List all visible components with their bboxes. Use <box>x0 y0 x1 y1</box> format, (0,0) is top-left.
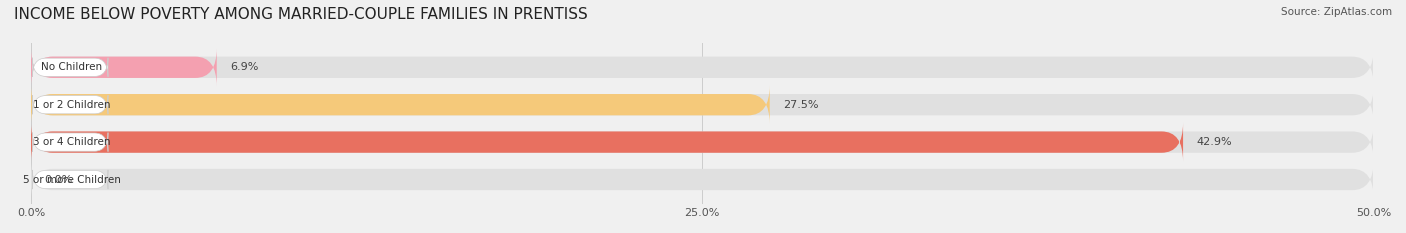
FancyBboxPatch shape <box>31 123 1374 161</box>
Text: 5 or more Children: 5 or more Children <box>22 175 121 185</box>
FancyBboxPatch shape <box>32 95 108 114</box>
Text: No Children: No Children <box>41 62 103 72</box>
Text: 27.5%: 27.5% <box>783 100 818 110</box>
FancyBboxPatch shape <box>32 170 108 189</box>
Text: 1 or 2 Children: 1 or 2 Children <box>32 100 110 110</box>
FancyBboxPatch shape <box>31 48 217 86</box>
FancyBboxPatch shape <box>31 123 1182 161</box>
FancyBboxPatch shape <box>31 160 1374 199</box>
Text: 42.9%: 42.9% <box>1197 137 1232 147</box>
FancyBboxPatch shape <box>31 86 769 124</box>
FancyBboxPatch shape <box>32 58 108 77</box>
Text: 6.9%: 6.9% <box>231 62 259 72</box>
Text: 3 or 4 Children: 3 or 4 Children <box>32 137 110 147</box>
Text: 0.0%: 0.0% <box>45 175 73 185</box>
FancyBboxPatch shape <box>31 86 1374 124</box>
Text: INCOME BELOW POVERTY AMONG MARRIED-COUPLE FAMILIES IN PRENTISS: INCOME BELOW POVERTY AMONG MARRIED-COUPL… <box>14 7 588 22</box>
FancyBboxPatch shape <box>32 133 108 152</box>
Text: Source: ZipAtlas.com: Source: ZipAtlas.com <box>1281 7 1392 17</box>
FancyBboxPatch shape <box>31 48 1374 86</box>
